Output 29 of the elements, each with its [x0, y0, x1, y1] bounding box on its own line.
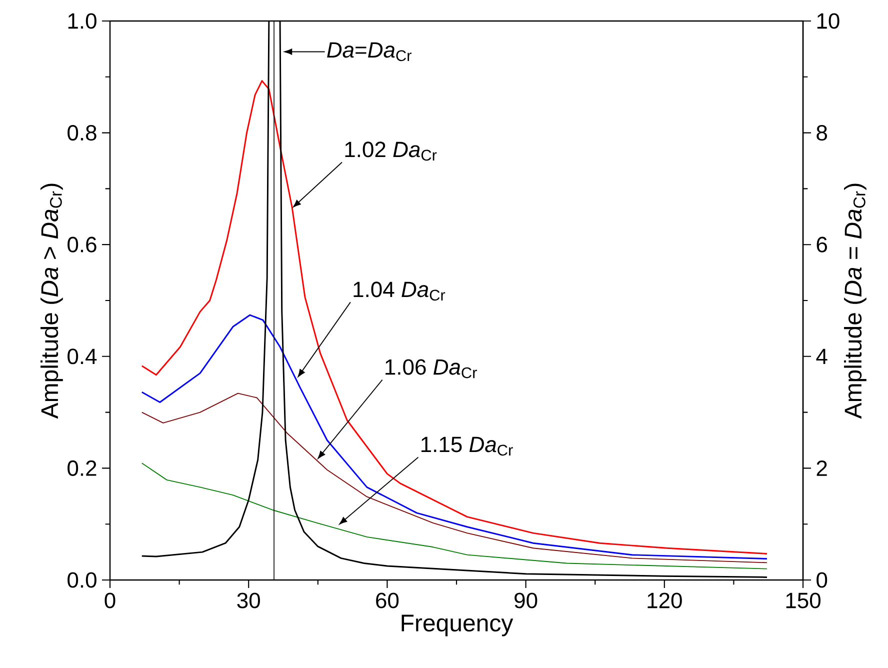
y2-axis-title: Amplitude (Da = Da$_{Cr}$) [844, 184, 866, 419]
y2-tick-label: 4 [816, 348, 828, 364]
y-axis-title: Amplitude (Da > Da$_{Cr}$) [40, 184, 63, 419]
line-series [141, 462, 768, 570]
x-tick-label: 60 [376, 592, 399, 608]
y-tick-label: 0.4 [68, 348, 97, 364]
x-tick-label: 30 [237, 592, 260, 608]
y2-tick-label: 6 [816, 236, 827, 252]
x-tick-label: 120 [648, 592, 682, 608]
y-tick-label: 0.8 [68, 125, 96, 141]
x-axis-title: Frequency [402, 614, 514, 636]
y2-tick-label: 8 [816, 125, 827, 141]
annotation: 1.06 Da$_{Cr}$ [386, 359, 477, 378]
y-tick-label: 1.0 [68, 13, 96, 29]
y2-tick-label: 0 [816, 572, 828, 588]
x-tick-label: 90 [514, 592, 538, 608]
line-series [141, 314, 768, 560]
line-series [141, 392, 768, 564]
annotation: 1.02 Da$_{Cr}$ [345, 142, 437, 161]
annotation: 1.04 Da$_{Cr}$ [354, 282, 446, 301]
annotation: Da=Da$_{Cr}$ [327, 42, 412, 62]
y2-tick-label: 10 [817, 13, 840, 29]
y-tick-label: 0.2 [68, 460, 96, 476]
x-tick-label: 0 [104, 592, 116, 608]
y2-tick-label: 2 [816, 460, 827, 476]
y-tick-label: 0.6 [68, 236, 96, 252]
x-tick-label: 150 [786, 592, 820, 608]
y-tick-label: 0.0 [68, 572, 96, 588]
annotation: 1.15 Da$_{Cr}$ [422, 436, 513, 456]
